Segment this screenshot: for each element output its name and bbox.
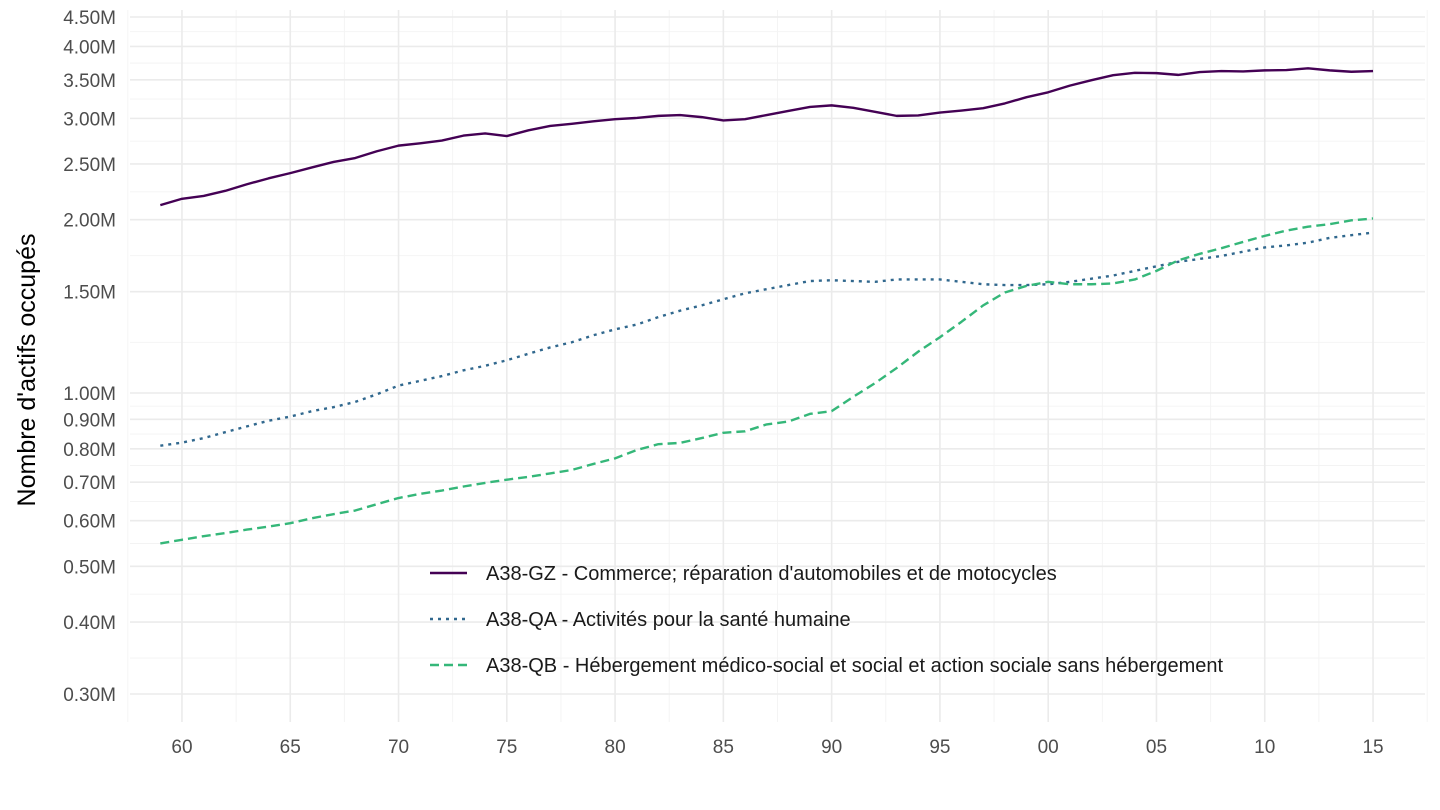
- x-tick-label: 60: [171, 737, 192, 758]
- y-tick-label: 0.50M: [63, 557, 116, 578]
- y-tick-label: 2.50M: [63, 155, 116, 176]
- x-tick-label: 90: [821, 737, 842, 758]
- x-tick-label: 80: [605, 737, 626, 758]
- series-line-1: [159, 67, 1374, 207]
- y-tick-label: 1.00M: [63, 384, 116, 405]
- x-tick-label: 65: [280, 737, 301, 758]
- legend: A38-GZ - Commerce; réparation d'automobi…: [430, 563, 1223, 677]
- y-tick-label: 4.50M: [63, 8, 116, 29]
- y-axis-title: Nombre d'actifs occupés: [13, 234, 41, 507]
- major-gridlines: [130, 10, 1425, 722]
- y-axis: 0.30M 0.40M 0.50M 0.60M 0.70M 0.80M 0.90M 1.00M…: [63, 8, 116, 706]
- minor-gridlines: [127, 10, 1428, 722]
- x-tick-label: 70: [388, 737, 409, 758]
- x-tick-label: 95: [929, 737, 950, 758]
- x-tick-label: 00: [1038, 737, 1059, 758]
- y-tick-label: 3.50M: [63, 71, 116, 92]
- series-line-3: [160, 217, 1374, 545]
- series-line-2: [160, 231, 1374, 447]
- series-lines: [159, 67, 1374, 545]
- y-tick-label: 0.80M: [63, 440, 116, 461]
- y-tick-label: 2.00M: [63, 211, 116, 232]
- y-tick-label: 3.00M: [63, 109, 116, 130]
- y-tick-label: 0.30M: [63, 685, 116, 706]
- legend-label-2: A38-QA - Activités pour la santé humaine: [486, 609, 851, 631]
- x-tick-label: 05: [1146, 737, 1167, 758]
- y-tick-label: 0.40M: [63, 613, 116, 634]
- x-axis: 60 65 70 75 80 85 90 95 00 05 10 15: [171, 737, 1383, 758]
- x-tick-label: 75: [496, 737, 517, 758]
- legend-label-3: A38-QB - Hébergement médico-social et so…: [486, 655, 1223, 677]
- y-tick-label: 4.00M: [63, 37, 116, 58]
- y-tick-label: 0.60M: [63, 512, 116, 533]
- y-tick-label: 1.50M: [63, 283, 116, 304]
- y-tick-label: 0.70M: [63, 473, 116, 494]
- legend-label-1: A38-GZ - Commerce; réparation d'automobi…: [486, 563, 1057, 585]
- x-tick-label: 85: [713, 737, 734, 758]
- y-tick-label: 0.90M: [63, 410, 116, 431]
- x-tick-label: 10: [1254, 737, 1275, 758]
- x-tick-label: 15: [1362, 737, 1383, 758]
